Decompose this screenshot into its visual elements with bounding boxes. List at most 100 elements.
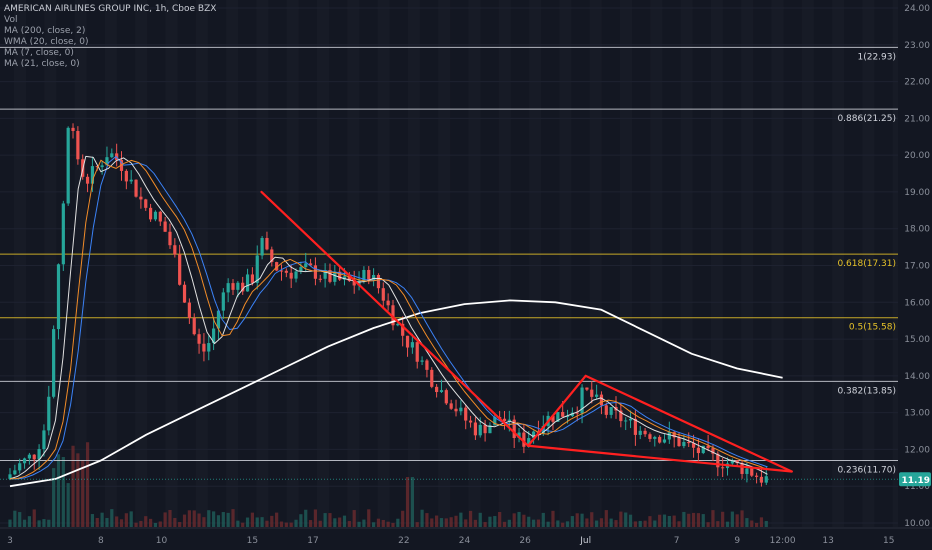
volume-bar: [250, 512, 254, 527]
time-tick-label: 22: [398, 536, 409, 546]
candle: [473, 422, 478, 436]
candle: [580, 387, 584, 414]
candle: [158, 211, 162, 222]
session-band: [135, 0, 148, 527]
volume-bar: [410, 477, 414, 527]
candle: [405, 335, 410, 348]
candle: [585, 387, 589, 390]
volume-bar: [425, 513, 429, 527]
time-tick-label: 12:00: [770, 536, 796, 546]
volume-bar: [27, 516, 31, 527]
candle: [721, 467, 725, 469]
volume-bar: [721, 511, 725, 527]
candle: [444, 390, 448, 404]
volume-bar: [216, 515, 221, 527]
candle: [730, 460, 734, 464]
candle: [677, 437, 681, 447]
price-tick-label: 20.00: [904, 151, 930, 161]
volume-bar: [357, 521, 361, 527]
candle: [245, 274, 250, 292]
price-tick-label: 11.00: [904, 482, 930, 492]
candle: [653, 436, 657, 439]
candle: [459, 407, 463, 412]
volume-bar: [270, 515, 274, 527]
candle: [745, 468, 749, 474]
volume-bar: [207, 510, 211, 527]
trendline[interactable]: [527, 444, 793, 473]
volume-bar: [144, 516, 148, 527]
candle: [381, 288, 385, 301]
candle: [110, 153, 114, 158]
ma21-line: [9, 159, 768, 480]
volume-bar: [531, 519, 536, 527]
candle: [658, 436, 662, 443]
trendline[interactable]: [260, 190, 530, 447]
volume-bar: [284, 522, 288, 527]
volume-bar: [401, 510, 405, 527]
trendlines[interactable]: [260, 190, 793, 473]
session-band: [620, 0, 632, 527]
candle: [701, 445, 705, 454]
volume-bar: [701, 514, 705, 527]
session-band: [286, 0, 299, 527]
candle: [129, 179, 133, 182]
candle: [347, 276, 351, 282]
volume-bar: [56, 454, 61, 527]
volume-bar: [764, 520, 768, 527]
candle: [95, 166, 99, 168]
volume-bar: [119, 519, 124, 527]
volume-bar: [502, 521, 507, 527]
volume-bar: [241, 522, 245, 527]
candle: [415, 342, 419, 362]
candle: [255, 255, 259, 283]
candle: [212, 328, 216, 344]
volume-bar: [522, 514, 526, 527]
candle: [517, 432, 521, 439]
volume-bar: [454, 515, 458, 527]
volume-bar: [153, 522, 158, 527]
trendline[interactable]: [527, 374, 587, 447]
price-axis-bg: [898, 0, 932, 550]
volume-bar: [536, 519, 541, 527]
session-band: [498, 0, 511, 527]
candle: [352, 281, 356, 286]
candle: [85, 176, 90, 184]
volume-bar: [182, 514, 187, 527]
volume-bar: [662, 514, 667, 527]
candle: [241, 282, 245, 292]
session-band: [165, 0, 178, 527]
candle: [531, 431, 536, 439]
candle: [168, 231, 172, 246]
trendline[interactable]: [584, 374, 793, 473]
volume-bar: [187, 510, 191, 527]
session-band: [407, 0, 420, 527]
volume-bar: [13, 510, 17, 527]
volume-bar: [517, 511, 521, 527]
last-price-label: 11.19: [902, 476, 930, 486]
volume-bar: [498, 511, 502, 527]
volume-bar: [449, 517, 453, 527]
candle: [633, 418, 637, 435]
volume-bar: [740, 510, 744, 527]
candle: [216, 310, 221, 329]
volume-bar: [459, 512, 463, 527]
price-tick-label: 10.00: [904, 519, 930, 529]
session-band: [771, 0, 784, 527]
volume-bar: [338, 517, 342, 527]
time-tick-label: 24: [459, 536, 471, 546]
candle: [134, 179, 138, 197]
candle: [430, 369, 434, 387]
candle: [182, 284, 187, 303]
volume-bar: [754, 522, 759, 527]
candle: [687, 442, 691, 444]
session-band: [862, 0, 875, 527]
candle: [493, 417, 497, 426]
candle: [735, 460, 739, 464]
volume-bar: [478, 512, 482, 527]
fib-label: 0.5(15.58): [849, 323, 896, 333]
session-band: [438, 0, 451, 527]
candle: [27, 454, 31, 459]
